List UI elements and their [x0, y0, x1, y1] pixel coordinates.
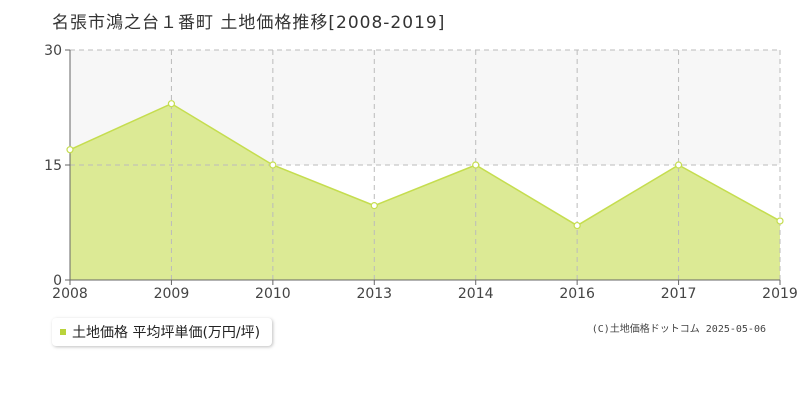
data-points	[66, 100, 784, 230]
x-tick-label-2010: 2010	[255, 286, 291, 302]
data-point-2014	[472, 161, 480, 169]
series-line	[69, 102, 781, 227]
data-point-2009	[167, 100, 176, 108]
data-point-2010	[269, 161, 277, 169]
x-tick-label-2014: 2014	[458, 286, 494, 302]
y-tick-label-15: 15	[44, 158, 62, 174]
data-point-2008	[66, 146, 74, 154]
y-tick-label-30: 30	[44, 43, 62, 59]
x-tick-label-2019: 2019	[762, 286, 798, 302]
data-point-2013	[370, 202, 378, 210]
data-point-2019	[776, 217, 784, 225]
chart-title: 名張市鴻之台１番町 土地価格推移[2008-2019]	[52, 13, 446, 33]
data-point-2016	[573, 221, 581, 230]
x-tick-label-2013: 2013	[356, 286, 392, 302]
axes	[65, 49, 781, 285]
copyright-text: (C)土地価格ドットコム 2025-05-06	[591, 324, 766, 335]
grid-lines	[70, 49, 781, 280]
area-fill	[70, 103, 780, 281]
legend-label: 土地価格 平均坪単価(万円/坪)	[72, 325, 261, 341]
legend: 土地価格 平均坪単価(万円/坪)	[52, 318, 273, 346]
area-series	[69, 102, 781, 281]
data-point-2017	[674, 161, 683, 169]
x-tick-label-2017: 2017	[661, 286, 697, 302]
x-tick-label-2016: 2016	[559, 286, 595, 302]
x-tick-label-2009: 2009	[154, 286, 190, 302]
y-tick-label-0: 0	[53, 273, 62, 289]
tick-labels: 0 15 30 2008 2009 2010 2013 2014 2016 2017 2019	[44, 43, 798, 302]
x-tick-label-2008: 2008	[52, 286, 88, 302]
legend-marker-icon	[60, 329, 66, 335]
